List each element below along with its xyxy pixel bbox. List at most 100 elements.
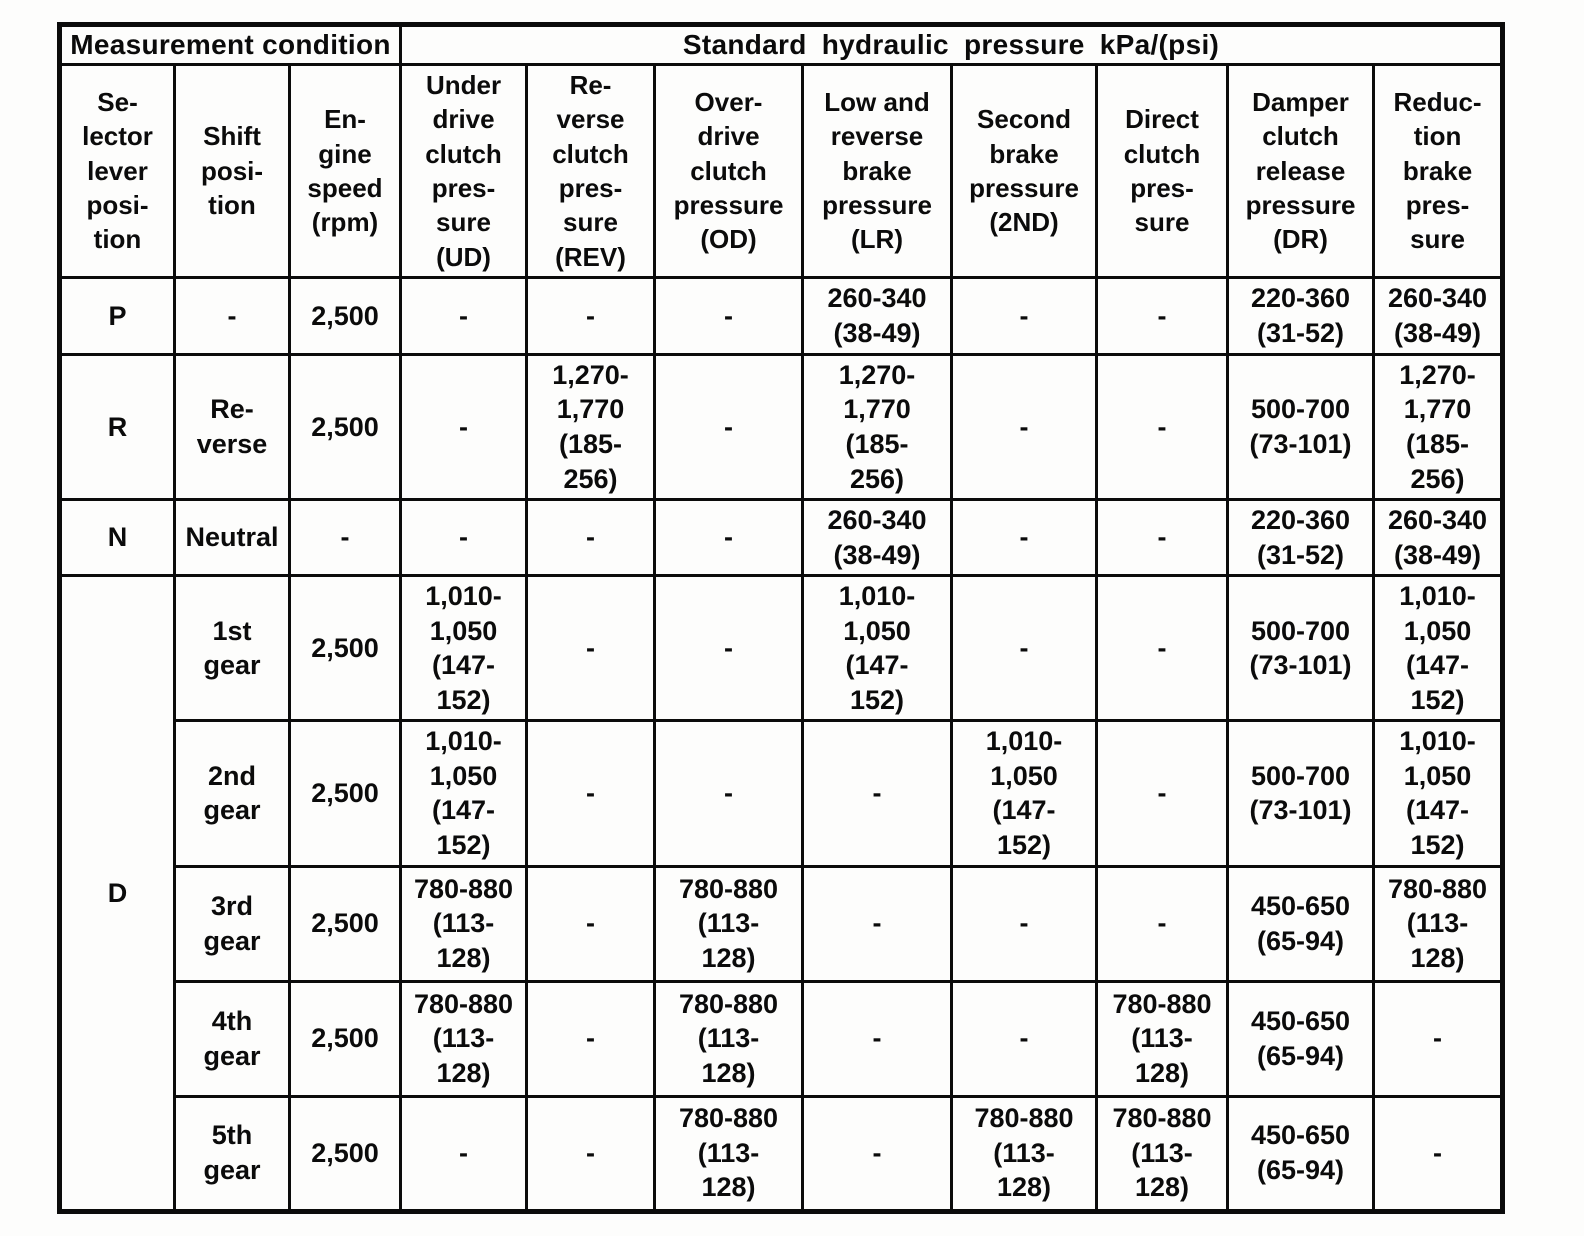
table-cell: - xyxy=(525,574,657,723)
col-header-damper-clutch-release-pressure: Damper clutch release pressure (DR) xyxy=(1226,63,1376,279)
hydraulic-pressure-spec-table: Measurement condition Standard hydraulic… xyxy=(57,22,1506,1214)
table-cell: 780-880 (113- 128) xyxy=(1095,1094,1230,1213)
selector-cell: P xyxy=(58,275,176,356)
table-cell: - xyxy=(950,979,1099,1098)
table-column-header-row: Se- lector lever posi- tion Shift posi- … xyxy=(58,63,1505,279)
table-cell: - xyxy=(950,574,1099,723)
table-cell: - xyxy=(801,979,954,1098)
table-cell: - xyxy=(1095,275,1230,356)
table-cell: 450-650 (65-94) xyxy=(1226,979,1376,1098)
table-cell: - xyxy=(525,498,657,578)
col-header-reverse-clutch-pressure: Re- verse clutch pres- sure (REV) xyxy=(525,63,657,279)
table-row-n: N Neutral - - - - 260-340 (38-49) - - 22… xyxy=(58,498,1505,578)
col-header-engine-speed: En- gine speed (rpm) xyxy=(287,63,403,279)
table-cell: 2,500 xyxy=(287,719,403,868)
table-cell: 5th gear xyxy=(173,1094,291,1213)
table-cell: 780-880 (113- 128) xyxy=(399,979,529,1098)
table-cell: - xyxy=(399,352,529,502)
table-cell: - xyxy=(287,498,403,578)
table-cell: 780-880 (113- 128) xyxy=(399,864,529,983)
table-cell: 500-700 (73-101) xyxy=(1226,352,1376,502)
col-header-shift-position: Shift posi- tion xyxy=(173,63,291,279)
table-cell: - xyxy=(801,864,954,983)
table-cell: 260-340 (38-49) xyxy=(801,498,954,578)
table-cell: 500-700 (73-101) xyxy=(1226,574,1376,723)
table-cell: 260-340 (38-49) xyxy=(1372,498,1505,578)
table-cell: - xyxy=(1372,979,1505,1098)
table-cell: - xyxy=(525,719,657,868)
table-cell: Neutral xyxy=(173,498,291,578)
table-cell: Re- verse xyxy=(173,352,291,502)
table-cell: - xyxy=(950,864,1099,983)
table-row-p: P - 2,500 - - - 260-340 (38-49) - - 220-… xyxy=(58,275,1505,356)
col-header-low-reverse-brake-pressure: Low and reverse brake pressure (LR) xyxy=(801,63,954,279)
table-cell: - xyxy=(1095,864,1230,983)
table-cell: 2nd gear xyxy=(173,719,291,868)
table-row-d-1st-gear: D 1st gear 2,500 1,010- 1,050 (147- 152)… xyxy=(58,574,1505,1213)
table-cell: 1,010- 1,050 (147- 152) xyxy=(399,719,529,868)
table-row-d-3rd-gear: 3rd gear 2,500 780-880 (113- 128) - 780-… xyxy=(60,864,1505,983)
table-cell: 780-880 (113- 128) xyxy=(950,1094,1099,1213)
selector-cell: R xyxy=(58,352,176,502)
table-row-d-2nd-gear: 2nd gear 2,500 1,010- 1,050 (147- 152) -… xyxy=(60,719,1505,868)
table-cell: 1,010- 1,050 (147- 152) xyxy=(399,574,529,723)
table-header-group-row: Measurement condition Standard hydraulic… xyxy=(57,23,1505,66)
table-cell: 780-880 (113- 128) xyxy=(653,979,805,1098)
table-cell: 450-650 (65-94) xyxy=(1226,864,1376,983)
table-cell: 780-880 (113- 128) xyxy=(653,864,805,983)
table-row-r: R Re- verse 2,500 - 1,270- 1,770 (185- 2… xyxy=(58,352,1505,502)
table-cell: 1st gear xyxy=(173,574,291,723)
table-cell: - xyxy=(525,979,657,1098)
table-cell: - xyxy=(653,574,805,723)
table-cell: - xyxy=(525,1094,657,1213)
table-cell: - xyxy=(950,275,1099,356)
selector-cell: N xyxy=(58,498,176,578)
table-cell: - xyxy=(525,864,657,983)
table-cell: 260-340 (38-49) xyxy=(801,275,954,356)
table-cell: - xyxy=(1095,352,1230,502)
table-cell: 2,500 xyxy=(287,275,403,356)
table-cell: 220-360 (31-52) xyxy=(1226,498,1376,578)
table-cell: 2,500 xyxy=(287,352,403,502)
table-cell: - xyxy=(950,352,1099,502)
table-cell: 2,500 xyxy=(287,864,403,983)
col-header-second-brake-pressure: Second brake pressure (2ND) xyxy=(950,63,1099,279)
col-header-underdrive-clutch-pressure: Under drive clutch pres- sure (UD) xyxy=(399,63,529,279)
table-cell: - xyxy=(399,1094,529,1213)
header-standard-hydraulic-pressure: Standard hydraulic pressure kPa/(psi) xyxy=(399,23,1505,66)
table-cell: 780-880 (113- 128) xyxy=(1372,864,1505,983)
table-cell: 450-650 (65-94) xyxy=(1226,1094,1376,1213)
table-cell: 1,010- 1,050 (147- 152) xyxy=(801,574,954,723)
table-cell: 1,010- 1,050 (147- 152) xyxy=(1372,719,1505,868)
table-cell: - xyxy=(653,352,805,502)
table-cell: 780-880 (113- 128) xyxy=(1095,979,1230,1098)
table-cell: - xyxy=(653,275,805,356)
table-cell: 1,270- 1,770 (185- 256) xyxy=(1372,352,1505,502)
table-cell: 2,500 xyxy=(287,574,403,723)
table-cell: 260-340 (38-49) xyxy=(1372,275,1505,356)
table-cell: - xyxy=(399,275,529,356)
table-cell: 2,500 xyxy=(287,979,403,1098)
table-cell: 1,010- 1,050 (147- 152) xyxy=(950,719,1099,868)
table-row-d-5th-gear: 5th gear 2,500 - - 780-880 (113- 128) - … xyxy=(60,1094,1505,1213)
table-cell: 780-880 (113- 128) xyxy=(653,1094,805,1213)
table-cell: - xyxy=(1095,498,1230,578)
col-header-direct-clutch-pressure: Direct clutch pres- sure xyxy=(1095,63,1230,279)
table-cell: - xyxy=(950,498,1099,578)
table-row-d-4th-gear: 4th gear 2,500 780-880 (113- 128) - 780-… xyxy=(60,979,1505,1098)
table-cell: - xyxy=(801,1094,954,1213)
table-cell: 2,500 xyxy=(287,1094,403,1213)
table-cell: 3rd gear xyxy=(173,864,291,983)
table-cell: - xyxy=(653,719,805,868)
table-cell: - xyxy=(173,275,291,356)
table-cell: - xyxy=(653,498,805,578)
table-cell: 1,270- 1,770 (185- 256) xyxy=(801,352,954,502)
table-cell: 220-360 (31-52) xyxy=(1226,275,1376,356)
table-cell: 1,270- 1,770 (185- 256) xyxy=(525,352,657,502)
selector-cell-d: D xyxy=(58,574,176,1213)
table-cell: - xyxy=(525,275,657,356)
col-header-overdrive-clutch-pressure: Over- drive clutch pressure (OD) xyxy=(653,63,805,279)
col-header-selector-lever-position: Se- lector lever posi- tion xyxy=(58,63,176,279)
table-cell: - xyxy=(399,498,529,578)
